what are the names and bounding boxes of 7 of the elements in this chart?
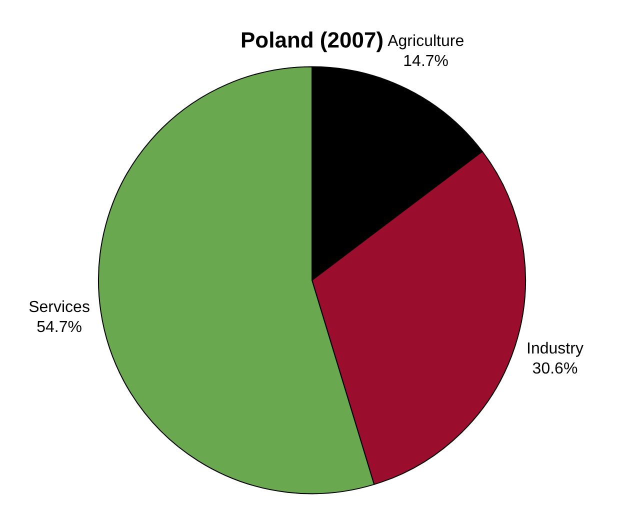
data-label: 14.7% [403, 52, 449, 70]
data-label: 54.7% [36, 319, 82, 336]
slice-label: Industry [526, 340, 584, 358]
slice-label: Agriculture [388, 32, 464, 50]
chart-title: Poland (2007) [240, 27, 384, 52]
data-label: 30.6% [532, 360, 578, 378]
slice-label: Services [28, 299, 90, 316]
